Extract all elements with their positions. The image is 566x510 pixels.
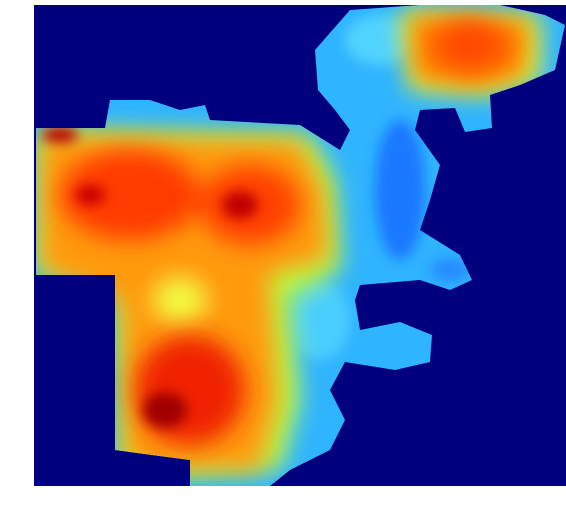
heatmap	[34, 5, 566, 486]
